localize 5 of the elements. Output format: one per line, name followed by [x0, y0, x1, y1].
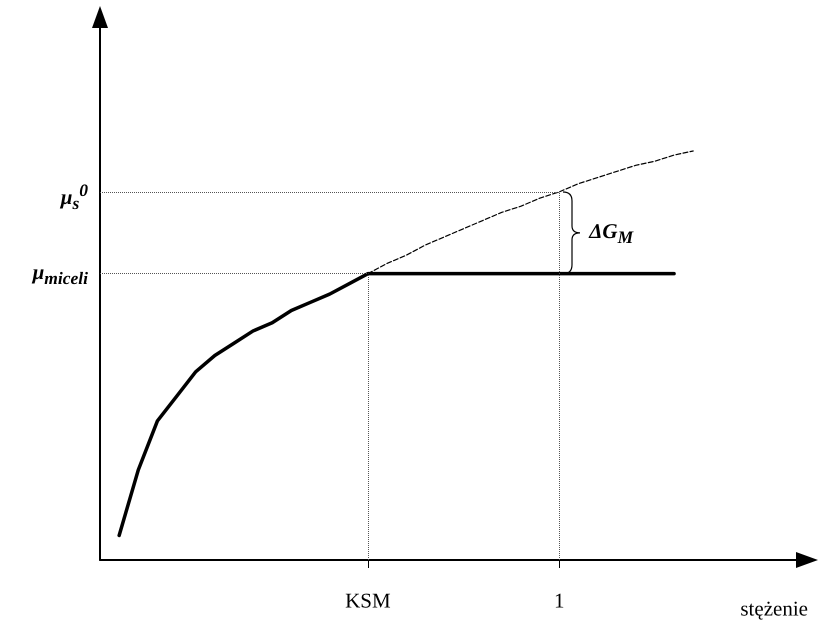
x-tick-label: KSM — [345, 588, 391, 612]
ref-line-label: μ$_{miceli}$ — [32, 260, 88, 290]
annotation: ΔG$_{M}$ — [589, 218, 634, 249]
x-axis-title: stężenie — [740, 596, 808, 620]
x-tick-label: 1 — [554, 588, 564, 612]
